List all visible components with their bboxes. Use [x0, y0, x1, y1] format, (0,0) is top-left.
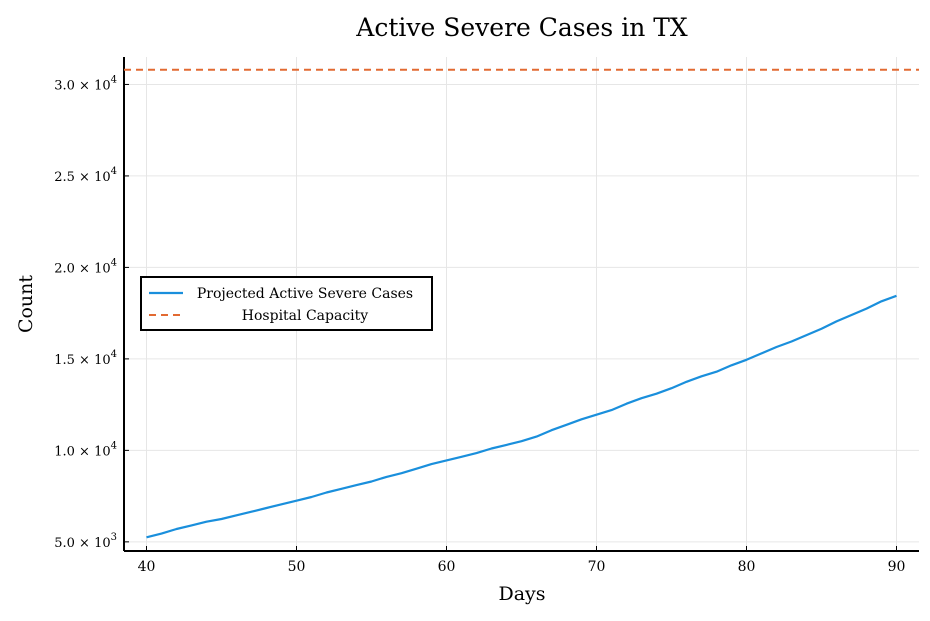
- y-tick-label: 3.0 × 104: [54, 74, 117, 93]
- y-tick-mantissa: 1.5: [54, 353, 75, 368]
- y-tick-mantissa: 2.5: [54, 170, 75, 185]
- y-tick-mantissa: 2.0: [54, 261, 75, 276]
- y-tick-mantissa: 1.0: [54, 444, 75, 459]
- y-ticks: 5.0 × 103 1.0 × 104 1.5 × 104 2.0 × 104 2.5 …: [54, 74, 129, 551]
- y-tick-mantissa: 5.0: [54, 536, 75, 551]
- x-tick-label: 90: [888, 559, 906, 575]
- legend: Projected Active Severe Cases Hospital C…: [140, 276, 433, 331]
- x-axis-label: Days: [498, 583, 545, 605]
- plot-lines: [124, 68, 919, 539]
- y-tick-exponent: 3: [111, 532, 117, 543]
- y-tick-label: 2.5 × 104: [54, 166, 117, 185]
- y-tick-exponent: 4: [111, 166, 117, 177]
- x-tick-label: 80: [738, 559, 756, 575]
- y-tick-exponent: 4: [111, 440, 117, 451]
- y-tick-label: 1.5 × 104: [54, 349, 117, 368]
- y-tick-label: 1.0 × 104: [54, 440, 117, 459]
- legend-label-capacity: Hospital Capacity: [242, 308, 368, 324]
- y-tick-exponent: 4: [111, 257, 117, 268]
- chart-title: Active Severe Cases in TX: [355, 13, 688, 42]
- x-tick-label: 60: [438, 559, 456, 575]
- y-tick-mantissa: 3.0: [54, 78, 75, 93]
- y-tick-label: 2.0 × 104: [54, 257, 117, 276]
- legend-label-projected: Projected Active Severe Cases: [197, 286, 413, 302]
- y-axis-label: Count: [15, 275, 37, 333]
- x-tick-label: 40: [138, 559, 156, 575]
- grid: [124, 57, 919, 551]
- x-tick-label: 70: [588, 559, 606, 575]
- x-tick-label: 50: [288, 559, 306, 575]
- y-tick-exponent: 4: [111, 349, 117, 360]
- x-ticks: 40 50 60 70 80 90: [138, 546, 906, 575]
- legend-box: [140, 276, 433, 331]
- y-tick-exponent: 4: [111, 74, 117, 85]
- y-tick-label: 5.0 × 103: [54, 532, 117, 551]
- projected-cases-line: [146, 294, 897, 539]
